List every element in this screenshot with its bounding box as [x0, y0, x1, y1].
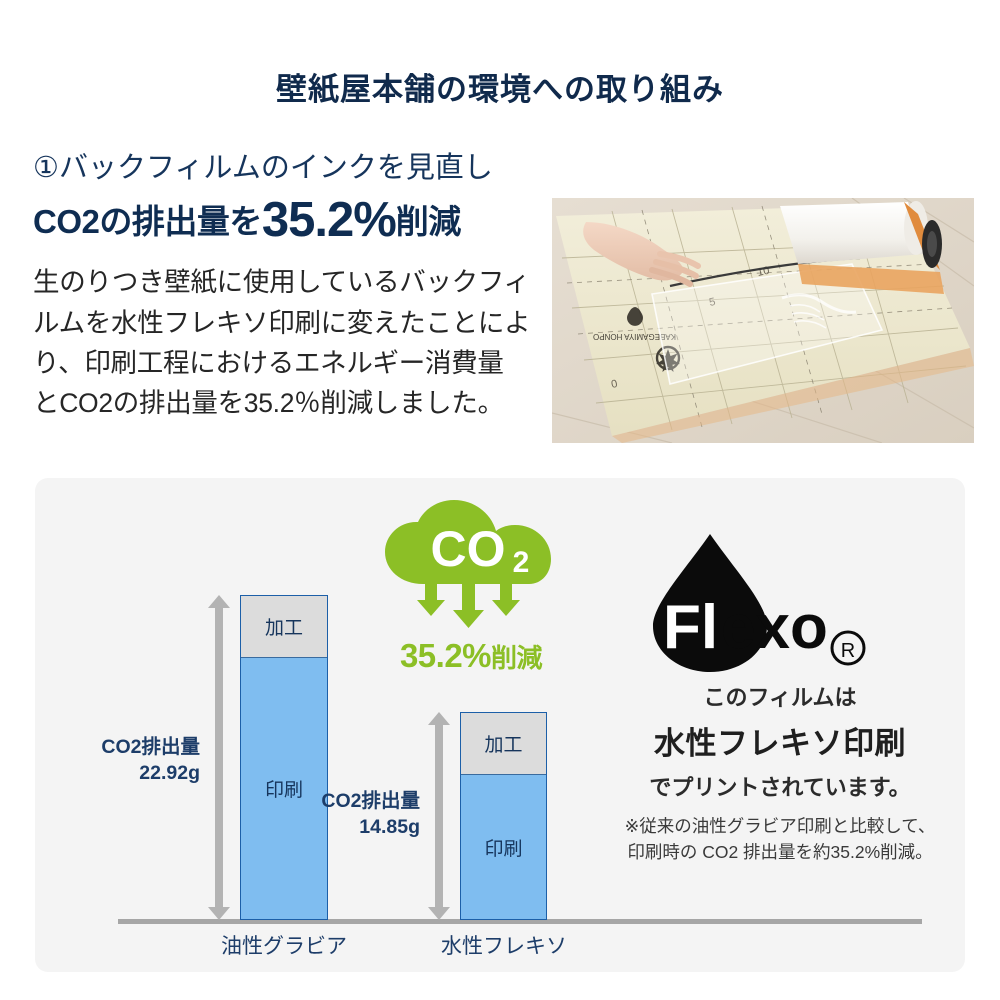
comparison-card: 加工 印刷 加工 印刷 CO2排出量 22.92g [35, 478, 965, 972]
body-line: とCO2の排出量を35.2％削減しました。 [33, 388, 504, 419]
registered-trademark-icon: R [830, 630, 866, 666]
bar-segment-print: 印刷 [241, 658, 327, 919]
intro-item-line: ①バックフィルムのインクを見直し [33, 152, 493, 184]
svg-text:R: R [841, 640, 855, 662]
co2-reduction-suffix: 削減 [491, 643, 543, 673]
flexo-caption-3: でプリントされています。 [649, 775, 911, 800]
intro-text-block: ①バックフィルムのインクを見直し CO2の排出量を35.2%削減 生のりつき壁紙… [33, 152, 538, 423]
flexo-logo: Fl exo R [595, 526, 965, 676]
arrow-up-icon [428, 712, 450, 725]
arrow-shaft [215, 605, 223, 910]
flexo-caption-1: このフィルムは [703, 685, 857, 710]
arrow-down-icon [208, 907, 230, 920]
chart-baseline [118, 919, 922, 924]
measure-label-water-flexo: CO2排出量 14.85g [255, 788, 420, 841]
flexo-logo-text-black: exo [721, 593, 828, 662]
co2-cloud-subscript: 2 [513, 546, 530, 579]
bar-segment-print: 印刷 [461, 775, 546, 919]
wallpaper-backfilm-photo: 0 5 10 15 KABEGAMIYA HONPO [552, 198, 974, 443]
arrow-up-icon [208, 595, 230, 608]
body-line: り、印刷工程におけるエネルギー消費量 [33, 347, 504, 378]
headline-prefix: CO2の排出量を [33, 203, 262, 241]
measure-label-oil-gravure: CO2排出量 22.92g [35, 734, 200, 787]
bar-water-flexo: 加工 印刷 [460, 712, 547, 920]
measure-arrow-water-flexo [428, 712, 450, 920]
svg-text:5: 5 [708, 296, 716, 309]
measure-value: 14.85g [359, 816, 420, 839]
co2-reduction-text: 35.2%削減 [371, 637, 571, 675]
measure-arrow-oil-gravure [208, 595, 230, 920]
measure-value: 22.92g [139, 762, 200, 785]
arrow-shaft [435, 722, 443, 910]
bar-oil-gravure: 加工 印刷 [240, 595, 328, 920]
flexo-logo-text-white: Fl [663, 593, 718, 662]
co2-bar-chart: 加工 印刷 加工 印刷 CO2排出量 22.92g [35, 478, 965, 972]
ink-drop-icon [653, 534, 767, 672]
co2-cloud-icon: CO 2 [385, 500, 551, 628]
page-title: 壁紙屋本舗の環境への取り組み [276, 72, 724, 107]
intro-headline: CO2の排出量を35.2%削減 [33, 193, 538, 248]
co2-cloud-label: CO [431, 521, 506, 577]
bar-segment-process: 加工 [241, 596, 327, 658]
headline-suffix: 削減 [395, 203, 462, 241]
flexo-note-line: ※従来の油性グラビア印刷と比較して、 [624, 816, 936, 836]
co2-reduction-value: 35.2% [399, 637, 492, 674]
bar-segment-process: 加工 [461, 713, 546, 775]
svg-text:KABEGAMIYA HONPO: KABEGAMIYA HONPO [593, 332, 676, 341]
axis-label-water-flexo: 水性フレキソ [441, 935, 567, 958]
axis-label-oil-gravure: 油性グラビア [221, 935, 347, 958]
flexo-caption-2: 水性フレキソ印刷 [654, 726, 906, 761]
svg-text:0: 0 [610, 378, 618, 391]
body-line: ルムを水性フレキソ印刷に変えたことによ [33, 307, 531, 338]
headline-value: 35.2% [261, 193, 397, 248]
co2-reduction-badge: CO 2 35.2%削減 [371, 500, 571, 675]
flexo-panel: Fl exo R このフィルムは 水性フレキソ印刷 でプリントされています。 ※… [595, 526, 965, 866]
intro-body-copy: 生のりつき壁紙に使用しているバックフィ ルムを水性フレキソ印刷に変えたことによ … [33, 262, 538, 423]
body-line: 生のりつき壁紙に使用しているバックフィ [33, 267, 530, 298]
flexo-note: ※従来の油性グラビア印刷と比較して、 印刷時の CO2 排出量を約35.2%削減… [595, 813, 965, 866]
arrow-down-icon [428, 907, 450, 920]
flexo-note-line: 印刷時の CO2 排出量を約35.2%削減。 [627, 842, 933, 863]
measure-caption: CO2排出量 [101, 736, 200, 758]
measure-caption: CO2排出量 [321, 790, 420, 812]
